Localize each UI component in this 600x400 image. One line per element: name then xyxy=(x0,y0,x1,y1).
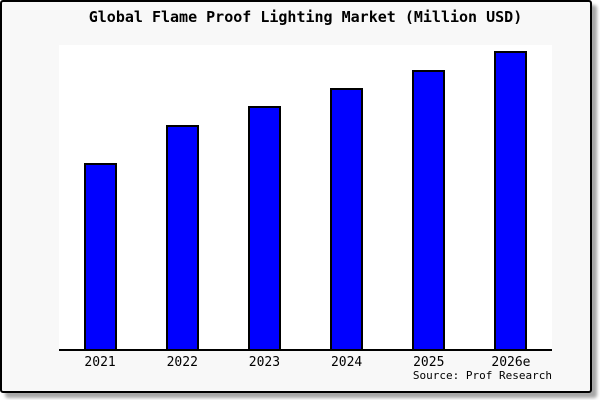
x-tick-label-2021: 2021 xyxy=(84,355,116,370)
bar-slot-2023 xyxy=(223,45,305,351)
x-tick-label-2026e: 2026e xyxy=(491,355,531,370)
x-tick-label-2022: 2022 xyxy=(166,355,198,370)
x-tick-label-2024: 2024 xyxy=(330,355,363,370)
x-axis-line xyxy=(59,349,552,351)
bar-2023 xyxy=(247,105,281,351)
bar-slot-2025 xyxy=(388,45,470,351)
bar-2026e xyxy=(494,51,528,351)
bar-slot-2024 xyxy=(306,45,388,351)
bar-slot-2022 xyxy=(141,45,223,351)
bar-2024 xyxy=(330,87,364,351)
bar-2025 xyxy=(412,69,446,351)
chart-card: Global Flame Proof Lighting Market (Mill… xyxy=(0,0,592,393)
bar-slot-2021 xyxy=(59,45,141,351)
plot-area xyxy=(59,45,552,351)
bar-2022 xyxy=(165,125,199,351)
bar-2021 xyxy=(83,162,117,351)
bars-container xyxy=(59,45,552,351)
x-tick-label-2025: 2025 xyxy=(413,355,445,370)
chart-title: Global Flame Proof Lighting Market (Mill… xyxy=(88,8,523,26)
bar-slot-2026e xyxy=(470,45,552,351)
x-tick-label-2023: 2023 xyxy=(248,355,281,370)
source-text: Source: Prof Research xyxy=(412,369,552,382)
x-axis-labels: 2021 2022 2023 2024 2025 2026e xyxy=(59,355,552,370)
